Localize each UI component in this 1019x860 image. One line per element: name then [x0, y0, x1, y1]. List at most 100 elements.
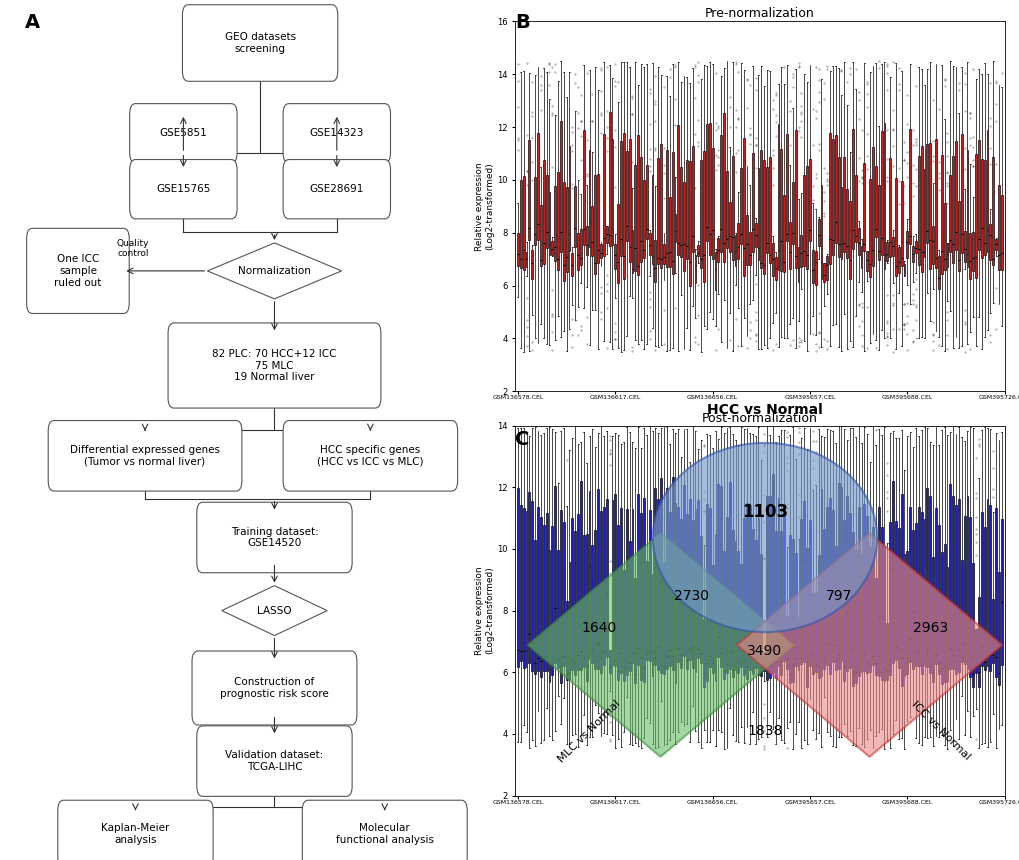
PathPatch shape	[556, 172, 558, 270]
PathPatch shape	[748, 505, 750, 670]
PathPatch shape	[977, 597, 979, 687]
PathPatch shape	[882, 123, 884, 268]
PathPatch shape	[680, 167, 682, 256]
PathPatch shape	[966, 496, 967, 669]
PathPatch shape	[640, 513, 641, 680]
Text: Validation dataset:
TCGA-LIHC: Validation dataset: TCGA-LIHC	[225, 750, 323, 772]
PathPatch shape	[743, 138, 744, 276]
FancyBboxPatch shape	[48, 421, 242, 491]
PathPatch shape	[562, 522, 565, 666]
FancyBboxPatch shape	[283, 104, 390, 163]
Text: Training dataset:
GSE14520: Training dataset: GSE14520	[230, 526, 318, 549]
PathPatch shape	[808, 520, 810, 666]
Title: Pre-normalization: Pre-normalization	[704, 8, 814, 21]
PathPatch shape	[702, 150, 704, 282]
PathPatch shape	[819, 489, 821, 676]
PathPatch shape	[911, 246, 913, 262]
PathPatch shape	[879, 131, 881, 255]
Text: Kaplan-Meier
analysis: Kaplan-Meier analysis	[101, 823, 169, 845]
PathPatch shape	[562, 182, 565, 281]
PathPatch shape	[623, 133, 625, 279]
PathPatch shape	[857, 228, 859, 255]
PathPatch shape	[946, 567, 948, 681]
PathPatch shape	[566, 600, 567, 680]
PathPatch shape	[616, 204, 619, 283]
PathPatch shape	[651, 574, 653, 676]
PathPatch shape	[759, 150, 761, 268]
PathPatch shape	[762, 652, 764, 672]
PathPatch shape	[840, 488, 842, 661]
Text: 1640: 1640	[581, 621, 616, 635]
PathPatch shape	[705, 124, 707, 242]
PathPatch shape	[688, 499, 690, 660]
PathPatch shape	[997, 572, 999, 685]
PathPatch shape	[794, 131, 796, 268]
PathPatch shape	[900, 494, 902, 686]
PathPatch shape	[539, 518, 541, 677]
PathPatch shape	[886, 624, 888, 680]
PathPatch shape	[897, 248, 899, 273]
PathPatch shape	[671, 152, 673, 273]
PathPatch shape	[971, 563, 973, 687]
PathPatch shape	[822, 529, 824, 669]
FancyBboxPatch shape	[197, 726, 352, 796]
PathPatch shape	[982, 160, 984, 255]
PathPatch shape	[957, 500, 959, 672]
PathPatch shape	[828, 133, 830, 265]
PathPatch shape	[980, 158, 981, 258]
Text: GSE5851: GSE5851	[159, 128, 207, 138]
PathPatch shape	[825, 255, 827, 280]
PathPatch shape	[952, 156, 953, 263]
PathPatch shape	[968, 232, 970, 279]
PathPatch shape	[751, 529, 753, 674]
PathPatch shape	[656, 500, 658, 670]
PathPatch shape	[523, 175, 524, 270]
PathPatch shape	[937, 256, 938, 289]
PathPatch shape	[814, 593, 816, 672]
PathPatch shape	[762, 160, 764, 274]
PathPatch shape	[908, 507, 910, 661]
Y-axis label: Relative expression
(Log2-transformed): Relative expression (Log2-transformed)	[474, 162, 493, 251]
PathPatch shape	[988, 224, 990, 260]
PathPatch shape	[585, 226, 587, 255]
PathPatch shape	[808, 159, 810, 241]
PathPatch shape	[882, 546, 884, 681]
PathPatch shape	[551, 526, 552, 675]
PathPatch shape	[754, 223, 756, 248]
PathPatch shape	[605, 226, 607, 243]
PathPatch shape	[525, 511, 527, 666]
PathPatch shape	[843, 157, 845, 253]
PathPatch shape	[594, 175, 596, 274]
Text: GEO datasets
screening: GEO datasets screening	[224, 32, 296, 54]
PathPatch shape	[949, 483, 951, 669]
PathPatch shape	[729, 482, 730, 669]
PathPatch shape	[922, 169, 924, 257]
PathPatch shape	[828, 498, 830, 673]
PathPatch shape	[800, 519, 802, 664]
PathPatch shape	[611, 500, 612, 665]
PathPatch shape	[757, 518, 759, 675]
PathPatch shape	[931, 557, 933, 682]
PathPatch shape	[911, 531, 913, 669]
PathPatch shape	[957, 200, 959, 271]
Text: 3490: 3490	[747, 644, 782, 659]
PathPatch shape	[780, 150, 782, 271]
PathPatch shape	[849, 513, 850, 668]
PathPatch shape	[722, 113, 725, 262]
PathPatch shape	[774, 531, 775, 678]
PathPatch shape	[846, 189, 848, 258]
PathPatch shape	[691, 145, 693, 252]
PathPatch shape	[952, 496, 953, 669]
PathPatch shape	[863, 504, 864, 671]
PathPatch shape	[691, 520, 693, 667]
PathPatch shape	[877, 507, 878, 676]
PathPatch shape	[640, 157, 641, 261]
PathPatch shape	[711, 564, 713, 673]
PathPatch shape	[851, 532, 853, 685]
Text: Construction of
prognostic risk score: Construction of prognostic risk score	[220, 677, 328, 699]
PathPatch shape	[771, 243, 773, 276]
PathPatch shape	[908, 129, 910, 244]
PathPatch shape	[776, 124, 779, 270]
PathPatch shape	[768, 496, 770, 679]
Y-axis label: Relative expression
(Log2-transformed): Relative expression (Log2-transformed)	[474, 566, 493, 655]
